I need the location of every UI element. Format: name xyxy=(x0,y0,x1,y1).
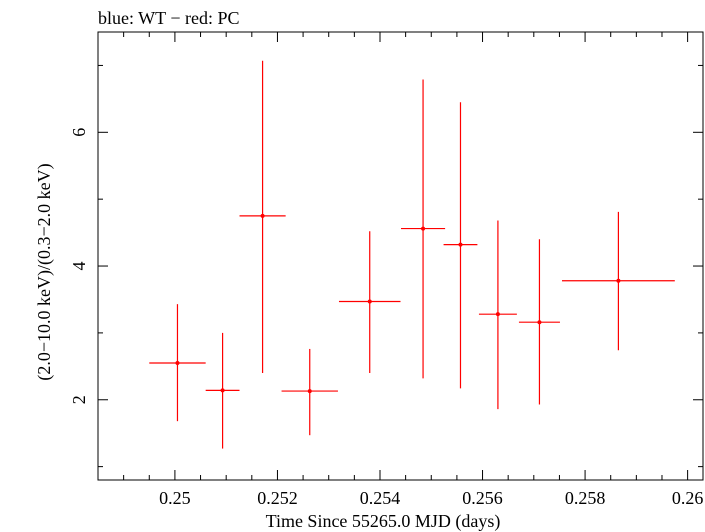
plot-frame xyxy=(97,31,704,481)
data-point xyxy=(401,79,446,379)
x-axis-label: Time Since 55265.0 MJD (days) xyxy=(266,511,501,532)
data-point xyxy=(149,304,206,422)
y-axis-ticks xyxy=(98,64,703,468)
data-point xyxy=(281,348,338,436)
point-marker xyxy=(367,299,372,304)
y-tick-label: 4 xyxy=(69,262,89,271)
chart-title: blue: WT − red: PC xyxy=(98,8,239,28)
y-axis-tick-labels: 2 4 6 xyxy=(69,128,89,404)
data-point xyxy=(518,239,560,405)
data-point xyxy=(562,211,675,351)
data-point xyxy=(205,332,240,449)
data-point xyxy=(239,60,286,374)
point-marker xyxy=(175,360,180,365)
x-tick-label: 0.256 xyxy=(462,488,503,508)
point-marker xyxy=(220,388,225,393)
x-tick-label: 0.254 xyxy=(360,488,401,508)
point-marker xyxy=(260,213,265,218)
x-tick-label: 0.252 xyxy=(257,488,298,508)
point-marker xyxy=(307,389,312,394)
y-tick-label: 2 xyxy=(69,395,89,404)
x-axis-tick-labels: 0.25 0.252 0.254 0.256 0.258 0.26 xyxy=(159,488,703,508)
data-point xyxy=(443,102,478,389)
x-tick-label: 0.25 xyxy=(159,488,191,508)
point-marker xyxy=(495,312,500,317)
data-points xyxy=(149,60,675,449)
x-tick-label: 0.26 xyxy=(672,488,704,508)
y-tick-label: 6 xyxy=(69,128,89,137)
point-marker xyxy=(537,320,542,325)
x-axis-ticks xyxy=(97,32,689,480)
point-marker xyxy=(616,278,621,283)
data-point xyxy=(338,231,401,374)
data-point xyxy=(478,220,517,410)
point-marker xyxy=(458,242,463,247)
y-axis-label: (2.0−10.0 keV)/(0.3−2.0 keV) xyxy=(34,163,55,380)
point-marker xyxy=(421,226,426,231)
x-tick-label: 0.258 xyxy=(565,488,606,508)
